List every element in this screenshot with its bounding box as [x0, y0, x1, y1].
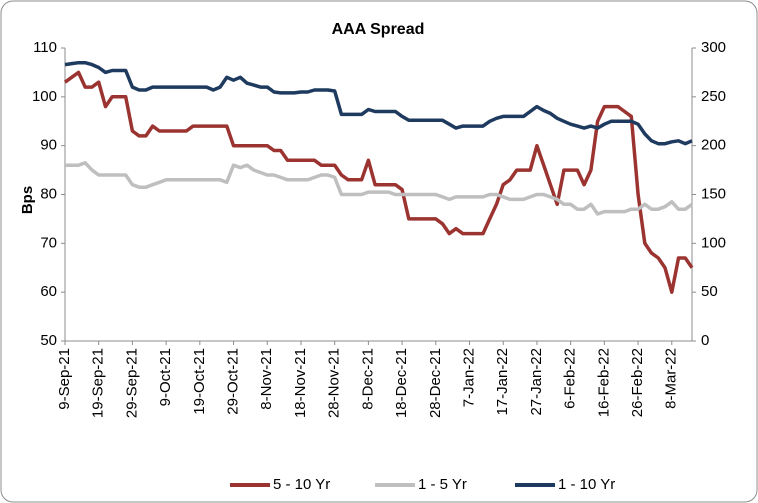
legend-label: 1 - 5 Yr	[418, 476, 467, 493]
y2-tick-label: 300	[701, 39, 726, 56]
x-tick-label: 9-Sep-21	[56, 348, 73, 410]
y2-tick-label: 0	[701, 332, 709, 349]
y2-tick-label: 150	[701, 185, 726, 202]
y-tick-label: 110	[33, 39, 57, 56]
x-tick-label: 6-Feb-22	[562, 348, 579, 409]
y-tick-label: 90	[40, 137, 57, 154]
x-tick-label: 16-Feb-22	[595, 348, 612, 417]
x-tick-label: 29-Oct-21	[225, 348, 242, 415]
x-tick-label: 26-Feb-22	[629, 348, 646, 417]
x-tick-label: 27-Jan-22	[528, 348, 545, 416]
legend-label: 5 - 10 Yr	[273, 476, 330, 493]
series-line	[65, 161, 694, 216]
x-tick-label: 9-Oct-21	[157, 348, 174, 406]
x-tick-label: 19-Oct-21	[191, 348, 208, 415]
x-tick-label: 18-Nov-21	[292, 348, 309, 418]
y2-tick-label: 100	[701, 234, 726, 251]
y-tick-label: 50	[40, 332, 57, 349]
x-tick-label: 8-Dec-21	[359, 348, 376, 410]
y2-tick-label: 50	[701, 283, 718, 300]
y-tick-label: 80	[40, 185, 57, 202]
x-tick-label: 29-Sep-21	[123, 348, 140, 418]
series-line	[63, 70, 694, 294]
y-tick-label: 60	[40, 283, 57, 300]
chart-title: AAA Spread	[332, 21, 425, 38]
x-tick-label: 18-Dec-21	[393, 348, 410, 418]
x-tick-label: 28-Dec-21	[427, 348, 444, 418]
x-tick-label: 17-Jan-22	[494, 348, 511, 416]
x-tick-label: 19-Sep-21	[90, 348, 107, 418]
y2-tick-label: 250	[701, 88, 726, 105]
legend-label: 1 - 10 Yr	[558, 476, 615, 493]
y-axis-label: Bps	[19, 186, 36, 214]
y-tick-label: 70	[40, 234, 57, 251]
y-tick-label: 100	[32, 88, 57, 105]
x-tick-label: 8-Mar-22	[663, 348, 680, 409]
x-tick-label: 28-Nov-21	[326, 348, 343, 418]
x-tick-label: 8-Nov-21	[258, 348, 275, 410]
y2-tick-label: 200	[701, 137, 726, 154]
series-line	[64, 60, 693, 146]
x-tick-label: 7-Jan-22	[460, 348, 477, 407]
